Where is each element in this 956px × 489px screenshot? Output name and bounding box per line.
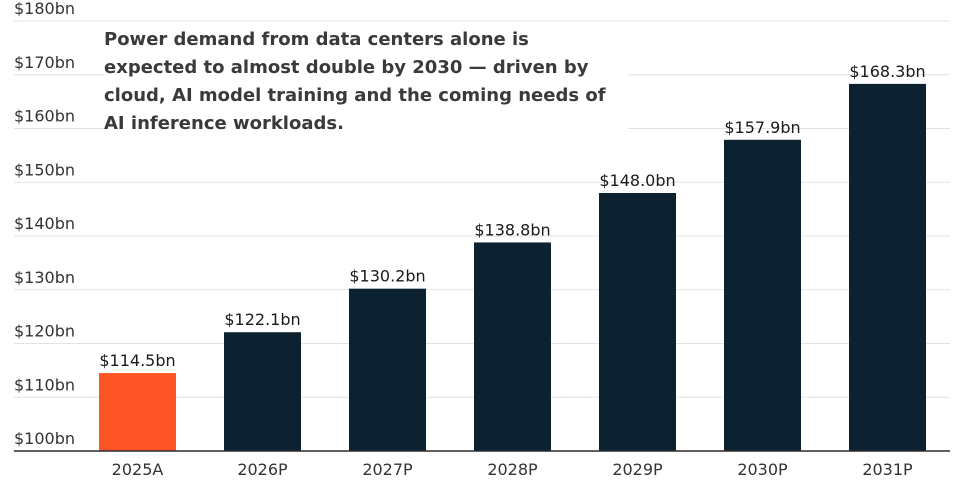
bar-value-label: $138.8bn — [474, 220, 550, 239]
x-tick-label: 2027P — [362, 460, 413, 479]
y-tick-label: $180bn — [14, 0, 75, 18]
y-tick-label: $110bn — [14, 375, 75, 394]
bar-2030P — [724, 139, 801, 451]
x-tick-label: 2028P — [487, 460, 538, 479]
y-tick-label: $120bn — [14, 322, 75, 341]
bar-2025A — [99, 373, 176, 451]
y-axis-tick-labels: $100bn $110bn $120bn $130bn $140bn $150bn $160… — [14, 0, 75, 448]
x-axis-tick-labels: 2025A 2026P 2027P 2028P 2029P 2030P 2031P — [112, 460, 913, 479]
y-tick-label: $170bn — [14, 53, 75, 72]
bar-value-label: $148.0bn — [599, 171, 675, 190]
y-tick-label: $100bn — [14, 429, 75, 448]
bar-value-label: $157.9bn — [724, 118, 800, 137]
x-tick-label: 2031P — [862, 460, 913, 479]
bar-value-labels: $114.5bn $122.1bn $130.2bn $138.8bn $148.0bn… — [99, 62, 925, 370]
bar-2027P — [349, 288, 426, 451]
bar-value-label: $168.3bn — [849, 62, 925, 81]
bar-2026P — [224, 332, 301, 451]
bar-value-label: $114.5bn — [99, 351, 175, 370]
bar-value-label: $130.2bn — [349, 267, 425, 286]
x-tick-label: 2026P — [237, 460, 288, 479]
bar-2028P — [474, 242, 551, 451]
x-tick-label: 2030P — [737, 460, 788, 479]
y-tick-label: $150bn — [14, 160, 75, 179]
x-tick-label: 2025A — [112, 460, 164, 479]
bars — [99, 83, 926, 451]
bar-2031P — [849, 83, 926, 451]
x-tick-label: 2029P — [612, 460, 663, 479]
chart-annotation: Power demand from data centers alone is … — [104, 26, 628, 142]
y-tick-label: $140bn — [14, 214, 75, 233]
bar-2029P — [599, 193, 676, 451]
y-tick-label: $160bn — [14, 107, 75, 126]
y-tick-label: $130bn — [14, 268, 75, 287]
bar-value-label: $122.1bn — [224, 310, 300, 329]
